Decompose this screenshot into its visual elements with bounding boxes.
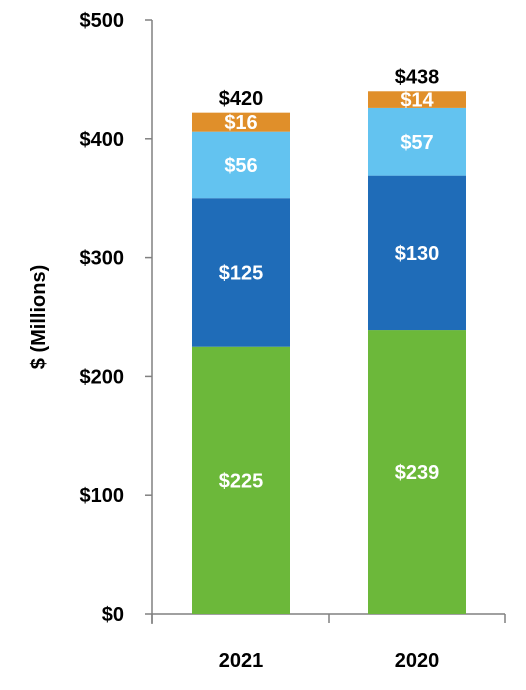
- data-label: $16: [224, 112, 257, 134]
- data-label: $57: [400, 132, 433, 154]
- y-tick-label: $100: [80, 485, 125, 507]
- data-label: $14: [400, 90, 434, 112]
- data-label: $130: [395, 243, 440, 265]
- bar-segment: [192, 198, 290, 347]
- y-tick-label: $200: [80, 366, 125, 388]
- y-axis-title: $ (Millions): [28, 265, 50, 369]
- x-tick-label: 2020: [395, 650, 440, 672]
- y-tick-label: $400: [80, 129, 125, 151]
- data-label: $125: [219, 262, 264, 284]
- bar-segment: [368, 91, 466, 108]
- total-label: $420: [219, 88, 264, 110]
- data-label: $225: [219, 470, 264, 492]
- bar-segment: [368, 330, 466, 614]
- bars: [192, 91, 466, 614]
- x-tick-label: 2021: [219, 650, 264, 672]
- bar-segment: [368, 107, 466, 176]
- labels: $225 $125 $56 $16$420 $239 $130 $57 $14$438: [219, 67, 440, 493]
- data-label: $239: [395, 462, 440, 484]
- axes: $0 $100 $200 $300 $400 $500 2021 2020: [80, 10, 506, 672]
- bar-segment: [368, 175, 466, 331]
- total-label: $438: [395, 67, 440, 89]
- y-tick-label: $0: [102, 604, 124, 626]
- y-tick-label: $300: [80, 248, 125, 270]
- data-label: $56: [224, 155, 257, 177]
- bar-segment: [192, 131, 290, 199]
- bar-segment: [192, 112, 290, 132]
- y-tick-label: $500: [80, 10, 125, 32]
- bar-segment: [192, 346, 290, 614]
